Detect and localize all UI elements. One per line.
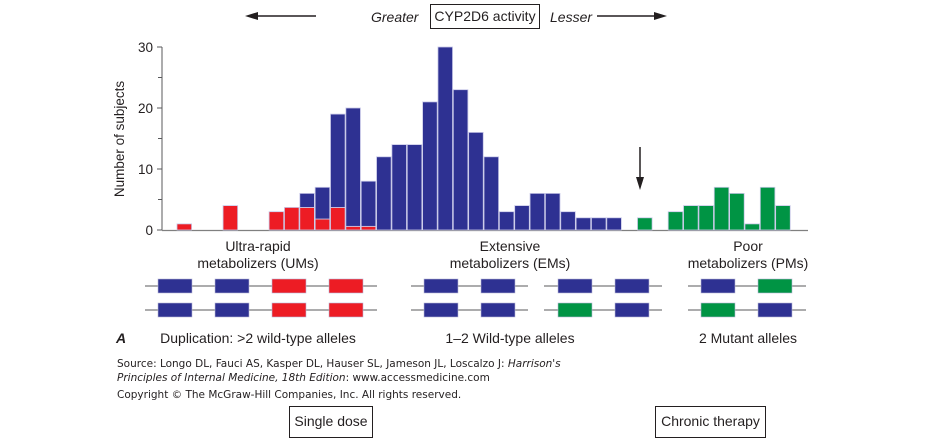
source-citation: Source: Longo DL, Fauci AS, Kasper DL, H… [117, 357, 561, 385]
source-book-title-1: Harrison's [507, 358, 561, 370]
bar-em-bin-9 [314, 186, 331, 220]
um-allele [271, 278, 307, 294]
bar-pm-bin-35 [713, 186, 730, 231]
bar-pm-bin-36 [729, 192, 745, 231]
bar-em-bin-20 [483, 156, 500, 231]
y-axis-label: Number of subjects [112, 81, 127, 198]
bar-em-bin-13 [376, 156, 392, 231]
bar-em-bin-24 [545, 192, 561, 231]
bar-pm-bin-37 [744, 223, 760, 231]
bar-um-bin-3 [222, 205, 239, 231]
y-tick-label: 20 [138, 101, 153, 116]
em-category-label: Extensive metabolizers (EMs) [410, 238, 610, 272]
bar-em-bin-14 [391, 144, 407, 231]
bar-pm-bin-39 [775, 205, 791, 231]
bar-em-bin-8 [299, 192, 315, 208]
um-label-line1: Ultra-rapid [225, 238, 291, 254]
bar-pm-bin-30 [637, 217, 653, 231]
um-allele [328, 302, 364, 318]
um-allele [328, 278, 364, 294]
y-tick-label: 0 [145, 223, 153, 238]
em-left-allele [480, 278, 516, 294]
em-right-allele [614, 278, 650, 294]
pm-allele [757, 302, 793, 318]
bar-um-bin-6 [268, 211, 285, 231]
em-label-line2: metabolizers (EMs) [449, 255, 571, 271]
bar-em-bin-27 [591, 217, 607, 231]
bar-em-bin-25 [560, 211, 576, 231]
em-left-allele [423, 302, 459, 318]
bar-em-bin-17 [437, 46, 453, 231]
um-allele [214, 278, 250, 294]
lesser-arrow-icon [597, 12, 667, 20]
bar-um-bin-0 [176, 223, 193, 231]
pm-allele [700, 302, 736, 318]
bar-em-bin-18 [452, 89, 469, 231]
panel-letter: A [116, 330, 127, 346]
single-dose-button[interactable]: Single dose [289, 406, 373, 438]
bar-um-bin-10 [330, 207, 346, 231]
bar-pm-bin-38 [759, 186, 776, 231]
pm-allele-description: 2 Mutant alleles [698, 330, 798, 346]
um-label-line2: metabolizers (UMs) [197, 255, 319, 271]
bar-em-bin-16 [422, 101, 438, 231]
bar-pm-bin-32 [667, 211, 684, 231]
y-tick-label: 10 [138, 162, 153, 177]
source-book-title-2: Principles of Internal Medicine, 18th Ed… [117, 372, 346, 384]
bar-um-bin-7 [284, 207, 300, 231]
antimode-arrow-icon [636, 147, 644, 190]
bar-em-bin-11 [345, 107, 361, 227]
chronic-therapy-button[interactable]: Chronic therapy [655, 406, 766, 438]
bar-em-bin-26 [575, 217, 592, 231]
pm-label-line1: Poor [733, 238, 763, 254]
greater-label: Greater [371, 9, 419, 25]
copyright-notice: Copyright © The McGraw-Hill Companies, I… [117, 389, 462, 401]
em-left-allele [480, 302, 516, 318]
em-label-line1: Extensive [479, 238, 541, 254]
um-allele-description: Duplication: >2 wild-type alleles [160, 330, 356, 346]
bar-em-bin-23 [529, 192, 546, 231]
pm-label-line2: metabolizers (PMs) [687, 255, 809, 271]
source-authors: Source: Longo DL, Fauci AS, Kasper DL, H… [117, 358, 508, 370]
pm-allele [757, 278, 793, 294]
bar-em-bin-10 [330, 113, 346, 208]
lesser-label: Lesser [550, 9, 593, 25]
y-tick-label: 30 [138, 40, 153, 55]
bar-em-bin-12 [360, 180, 377, 227]
em-right-allele [557, 278, 593, 294]
bar-um-bin-12 [360, 225, 377, 231]
bar-um-bin-9 [314, 218, 331, 231]
em-right-allele [557, 302, 593, 318]
em-left-allele [423, 278, 459, 294]
bar-pm-bin-34 [698, 205, 714, 231]
um-allele [157, 302, 193, 318]
bar-em-bin-15 [406, 144, 423, 231]
um-allele [271, 302, 307, 318]
bar-pm-bin-33 [683, 205, 699, 231]
um-allele [214, 302, 250, 318]
cyp2d6-activity-title: CYP2D6 activity [430, 4, 540, 29]
bar-em-bin-22 [514, 205, 530, 231]
bar-em-bin-21 [498, 211, 515, 231]
source-url[interactable]: : www.accessmedicine.com [345, 372, 490, 384]
greater-arrow-icon [245, 12, 316, 20]
um-category-label: Ultra-rapid metabolizers (UMs) [158, 238, 358, 272]
em-right-allele [614, 302, 650, 318]
pm-category-label: Poor metabolizers (PMs) [648, 238, 848, 272]
bar-em-bin-28 [606, 217, 622, 231]
pm-allele [700, 278, 736, 294]
um-allele [157, 278, 193, 294]
bar-um-bin-8 [299, 207, 315, 231]
em-allele-description: 1–2 Wild-type alleles [445, 330, 575, 346]
bar-um-bin-11 [345, 225, 361, 231]
bar-em-bin-19 [468, 131, 484, 231]
